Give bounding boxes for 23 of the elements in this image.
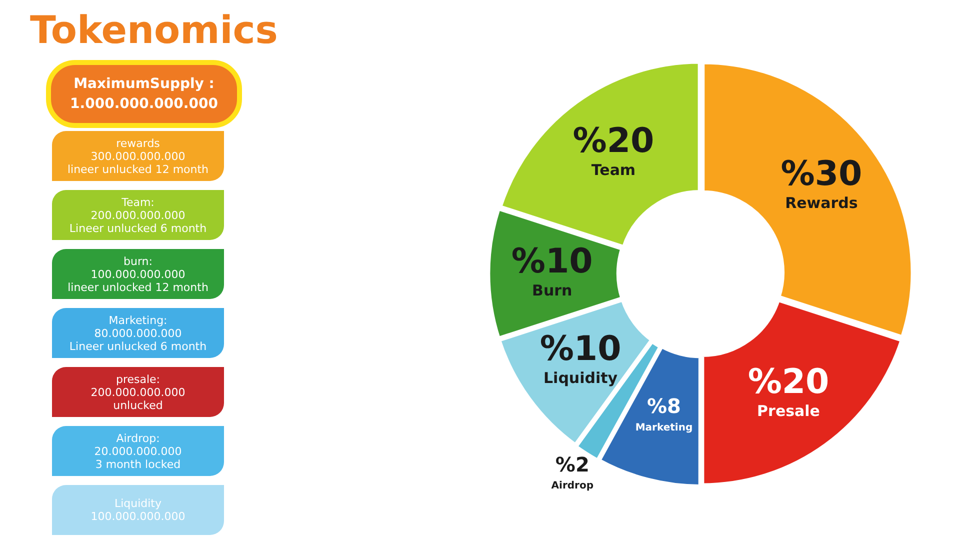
slice-label: Presale bbox=[757, 402, 820, 420]
text: Team: 200.000.000.000 Lineer unlucked 6 month bbox=[52, 190, 224, 240]
slice-label: Team bbox=[591, 160, 636, 179]
text: Marketing: 80.000.000.000 Lineer unlucked 6 month bbox=[52, 308, 224, 358]
text: Liquidity 100.000.000.000 bbox=[52, 485, 224, 535]
slice-label: Burn bbox=[532, 281, 572, 300]
data-label: %10 bbox=[511, 241, 593, 282]
text: Airdrop: 20.000.000.000 3 month locked bbox=[52, 426, 224, 476]
data-label: %10 bbox=[540, 328, 622, 369]
slice-label: Rewards bbox=[785, 194, 858, 212]
slice-label: Marketing bbox=[635, 422, 693, 434]
data-label: %20 bbox=[748, 362, 830, 402]
text: burn: 100.000.000.000 lineer unlocked 12 month bbox=[52, 249, 224, 299]
data-label: %2 bbox=[555, 452, 590, 476]
text: presale: 200.000.000.000 unlucked bbox=[52, 367, 224, 417]
slice-label: Airdrop bbox=[551, 480, 594, 492]
text: MaximumSupply : 1.000.000.000.000 bbox=[46, 60, 242, 128]
data-label: %20 bbox=[572, 120, 654, 161]
slice-label: Liquidity bbox=[543, 368, 618, 387]
data-label: %30 bbox=[780, 154, 862, 194]
data-label: %8 bbox=[646, 394, 681, 418]
text: Tokenomics bbox=[30, 8, 278, 52]
text: rewards 300.000.000.000 lineer unlucked 12 month bbox=[52, 131, 224, 181]
